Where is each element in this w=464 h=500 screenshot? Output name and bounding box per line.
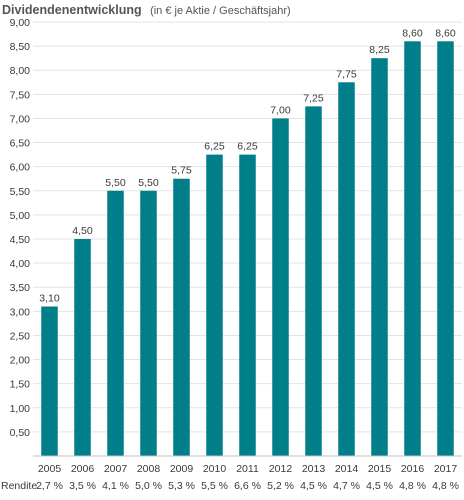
rendite-value: 2,7 %	[36, 480, 63, 492]
x-tick-label: 2014	[335, 463, 359, 475]
y-tick-label: 5,50	[10, 186, 31, 198]
rendite-value: 4,5 %	[366, 480, 393, 492]
rendite-value: 3,5 %	[69, 480, 96, 492]
rendite-value: 4,8 %	[432, 480, 459, 492]
x-tick-label: 2009	[170, 463, 194, 475]
bar	[140, 190, 157, 456]
rendite-value: 6,6 %	[234, 480, 261, 492]
bar	[305, 106, 322, 456]
bar	[272, 118, 289, 456]
value-label: 7,75	[336, 68, 357, 80]
y-tick-label: 6,50	[10, 138, 31, 150]
y-tick-label: 4,50	[10, 234, 31, 246]
x-tick-label: 2006	[71, 463, 95, 475]
value-label: 8,60	[402, 27, 423, 39]
x-tick-label: 2008	[137, 463, 161, 475]
y-tick-label: 7,00	[10, 113, 31, 125]
bar	[404, 41, 421, 457]
bar	[74, 239, 91, 456]
y-tick-label: 8,00	[10, 65, 31, 77]
x-tick-label: 2015	[368, 463, 392, 475]
x-tick-label: 2010	[203, 463, 227, 475]
x-tick-label: 2011	[236, 463, 259, 475]
rendite-row: 2,7 % 3,5 % 4,1 % 5,0 % 5,3 % 5,5 % 6,6 % 5,2 %…	[1, 480, 459, 492]
rendite-value: 5,3 %	[168, 480, 195, 492]
x-tick-labels: 2005 2006 2007 2008 2009 2010 2011 2012 2013 2014…	[38, 463, 458, 475]
chart-title: Dividendenentwicklung	[2, 3, 142, 17]
bar	[437, 41, 454, 457]
bar	[173, 178, 190, 456]
value-labels: 3,10 4,50 5,50 5,50 5,75 6,25 6,25 7,00 7,25 7,75…	[39, 27, 456, 304]
value-label: 3,10	[39, 293, 60, 305]
value-label: 5,75	[171, 165, 192, 177]
y-tick-label: 2,00	[10, 355, 31, 367]
x-tick-label: 2012	[269, 463, 293, 475]
value-label: 4,50	[72, 225, 93, 237]
y-tick-label: 1,00	[10, 403, 31, 415]
y-tick-label: 6,00	[10, 162, 31, 174]
rendite-value: 5,0 %	[135, 480, 162, 492]
y-tick-label: 5,00	[10, 210, 31, 222]
y-tick-label: 4,00	[10, 258, 31, 270]
bar	[107, 190, 124, 456]
rendite-value: 4,7 %	[333, 480, 360, 492]
bar	[206, 154, 223, 456]
y-tick-label: 2,50	[10, 330, 31, 342]
chart-title-block: Dividendenentwicklung (in € je Aktie / G…	[2, 1, 291, 19]
y-tick-label: 9,00	[10, 17, 31, 29]
bar	[338, 82, 355, 457]
y-tick-label: 3,00	[10, 306, 31, 318]
x-tick-label: 2013	[302, 463, 326, 475]
x-tick-label: 2016	[401, 463, 425, 475]
y-tick-labels: 0,50 1,00 1,50 2,00 2,50 3,00 3,50 4,00 4,50 5,00…	[10, 17, 31, 439]
value-label: 7,25	[303, 92, 324, 104]
rendite-value: 5,2 %	[267, 480, 294, 492]
y-tick-label: 7,50	[10, 89, 31, 101]
x-tick-label: 2007	[104, 463, 128, 475]
chart-subtitle: (in € je Aktie / Geschäftsjahr)	[150, 5, 291, 17]
value-label: 8,60	[435, 27, 456, 39]
bars	[41, 41, 454, 457]
value-label: 7,00	[270, 104, 291, 116]
y-tick-label: 3,50	[10, 282, 31, 294]
bar	[41, 306, 58, 456]
rendite-value: 4,8 %	[399, 480, 426, 492]
bar	[239, 154, 256, 456]
bar	[371, 58, 388, 457]
y-tick-label: 0,50	[10, 427, 31, 439]
y-tick-label: 8,50	[10, 41, 31, 53]
value-label: 5,50	[138, 177, 159, 189]
rendite-value: 4,5 %	[300, 480, 327, 492]
y-tick-label: 1,50	[10, 379, 31, 391]
rendite-value: 4,1 %	[102, 480, 129, 492]
value-label: 6,25	[204, 141, 225, 153]
value-label: 5,50	[105, 177, 126, 189]
value-label: 8,25	[369, 44, 390, 56]
x-tick-label: 2005	[38, 463, 62, 475]
rendite-label: Rendite	[1, 480, 37, 492]
value-label: 6,25	[237, 141, 258, 153]
rendite-value: 5,5 %	[201, 480, 228, 492]
x-tick-label: 2017	[434, 463, 458, 475]
